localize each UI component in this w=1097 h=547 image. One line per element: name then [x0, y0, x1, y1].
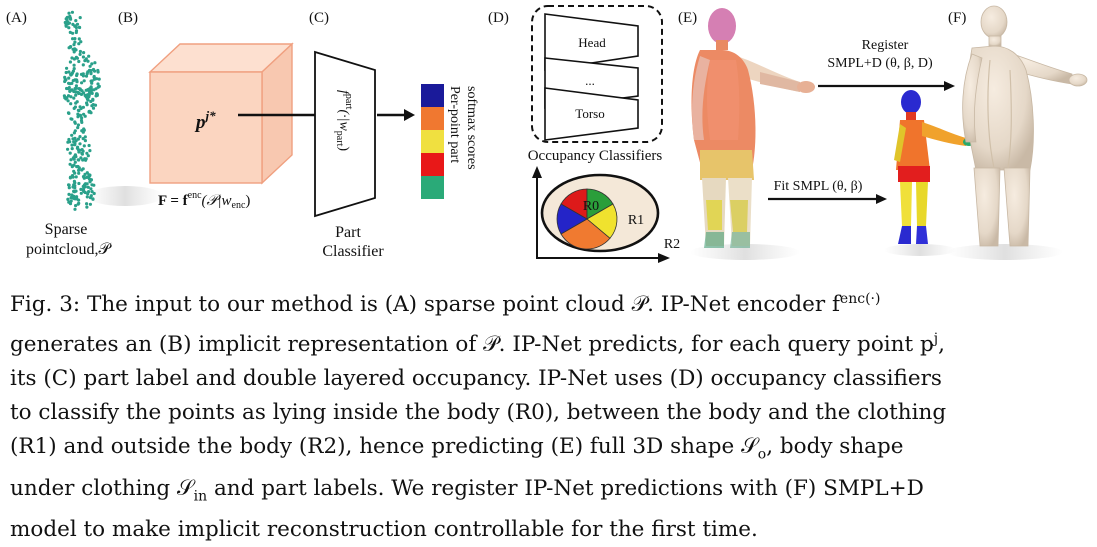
softmax-score-column	[421, 84, 444, 199]
panel-a-label: (A)	[6, 10, 27, 26]
caption-line-2-end: ,	[938, 332, 945, 358]
head-classifier	[544, 13, 639, 71]
softmax-score-cell	[421, 84, 444, 107]
part-classifier-trapezoid	[314, 50, 376, 218]
region-r0-pie	[556, 188, 618, 250]
caption-sin-subscript: in	[193, 487, 208, 504]
torso-classifier	[544, 87, 639, 141]
caption-line-4: to classify the points as lying inside t…	[10, 400, 947, 426]
caption-line-5: (R1) and outside the body (R2), hence pr…	[10, 434, 758, 460]
caption-line-1: Fig. 3: The input to our method is (A) s…	[10, 292, 840, 318]
occupancy-classifiers-title: Occupancy Classifiers	[528, 148, 663, 164]
pointcloud-dots	[62, 10, 101, 211]
figure-3: (A) (B) (C) (D) (E) (F) Sparse pointclou…	[6, 5, 1088, 263]
occupancy-classifiers-box	[531, 5, 663, 143]
registered-smpl-d-mesh	[962, 5, 1088, 247]
part-classifier-title-line1: Part	[335, 224, 361, 241]
softmax-label-line2: softmax scores	[464, 86, 479, 170]
encoder-formula: F = fenc(𝒫|wenc)	[158, 190, 250, 211]
ground-shadow	[87, 186, 163, 206]
softmax-score-cell	[421, 130, 444, 153]
figure-caption: Fig. 3: The input to our method is (A) s…	[10, 282, 1085, 547]
inner-body-shadow	[884, 244, 956, 256]
caption-point-superscript: j	[933, 331, 939, 348]
caption-encoder-superscript: enc(·)	[839, 291, 881, 307]
region-r2-label: R2	[664, 237, 680, 252]
fit-smpl-arrowhead	[876, 194, 887, 204]
softmax-score-cell	[421, 153, 444, 176]
clothed-part-prediction	[691, 8, 815, 248]
sparse-pointcloud	[62, 10, 163, 211]
encoder-feature-cube	[148, 42, 294, 185]
classifier-output-arrowhead	[404, 109, 415, 121]
caption-so-subscript: o	[757, 446, 767, 463]
region-r0-label: R0	[583, 199, 599, 214]
panel-e-label: (E)	[678, 10, 697, 26]
pointcloud-label-line1: Sparse	[45, 221, 88, 238]
caption-line-7: model to make implicit reconstruction co…	[10, 516, 758, 542]
caption-line-2: generates an (B) implicit representation…	[10, 332, 934, 358]
middle-classifier-label: ...	[585, 73, 595, 88]
pointcloud-label-line2: pointcloud,𝒫	[26, 241, 112, 258]
caption-line-5-end: , body shape	[766, 434, 904, 460]
softmax-label-line1: Per-point part	[447, 86, 462, 163]
region-r0-slice	[556, 203, 588, 235]
part-classifier-function: fpart(·|wpart)	[334, 90, 354, 151]
inner-body-part-prediction	[894, 90, 975, 244]
head-classifier-label: Head	[578, 35, 606, 50]
registered-mesh-fold	[987, 59, 1012, 169]
part-classifier-title-line2: Classifier	[322, 243, 384, 260]
panel-c-label: (C)	[309, 10, 329, 26]
region-axis-horizontal-head	[658, 253, 670, 263]
panel-f-label: (F)	[948, 10, 966, 26]
region-r0-slice	[560, 218, 611, 250]
region-axis-vertical-head	[532, 166, 542, 178]
register-arrowhead	[944, 81, 955, 91]
region-r1-label: R1	[628, 213, 644, 228]
softmax-score-cell	[421, 107, 444, 130]
panel-d-label: (D)	[488, 10, 509, 26]
region-r0-slice	[586, 203, 618, 239]
fit-smpl-label: Fit SMPL (θ, β)	[774, 179, 863, 194]
softmax-score-cell	[421, 176, 444, 199]
panel-b-label: (B)	[118, 10, 138, 26]
caption-line-6: under clothing 𝒮	[10, 475, 194, 501]
register-label-line1: Register	[862, 38, 909, 53]
register-label-line2: SMPL+D (θ, β, D)	[827, 56, 933, 71]
query-point-label: pj*	[194, 108, 216, 133]
torso-classifier-label: Torso	[575, 106, 604, 121]
caption-line-3: its (C) part label and double layered oc…	[10, 366, 942, 392]
caption-line-6-end: and part labels. We register IP-Net pred…	[207, 475, 924, 501]
registered-shadow	[947, 244, 1063, 260]
